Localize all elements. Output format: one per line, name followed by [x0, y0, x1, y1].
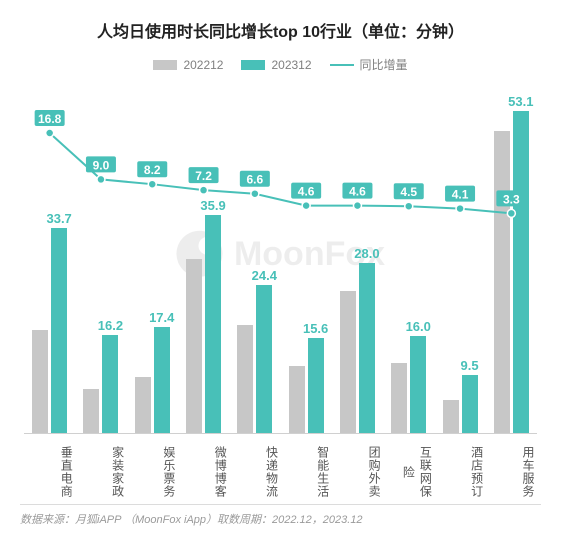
chart-title: 人均日使用时长同比增长top 10行业（单位：分钟）: [20, 18, 541, 42]
bar-series2: 35.9: [205, 215, 221, 433]
bar-series1: [32, 330, 48, 433]
bar-value-label: 53.1: [508, 94, 533, 111]
x-tick-label: 快递物流: [229, 434, 280, 502]
column: 15.6: [280, 93, 331, 433]
legend-item-series1: 202212: [153, 56, 223, 73]
bar-value-label: 33.7: [46, 211, 71, 228]
legend-item-series3: 同比增量: [330, 56, 408, 73]
column: 9.5: [434, 93, 485, 433]
bar-series1: [391, 363, 407, 433]
column: 17.4: [127, 93, 178, 433]
legend-swatch-line: [330, 64, 354, 66]
bar-series1: [340, 291, 356, 433]
bar-series1: [83, 389, 99, 433]
column: 16.0: [383, 93, 434, 433]
bar-series2: 28.0: [359, 263, 375, 433]
plot-area: MoonFox 33.716.217.435.924.415.628.016.0…: [24, 93, 537, 433]
x-axis: 垂直电商家装家政娱乐票务微博博客快递物流智能生活团购外卖互联网保险酒店预订用车服…: [24, 433, 537, 502]
bar-series1: [135, 377, 151, 433]
bar-series1: [443, 400, 459, 433]
bar-series2: 24.4: [256, 285, 272, 433]
column: 53.1: [486, 93, 537, 433]
column: 16.2: [75, 93, 126, 433]
x-tick-label: 团购外卖: [332, 434, 383, 502]
x-tick-label: 垂直电商: [24, 434, 75, 502]
bar-series2: 16.0: [410, 336, 426, 433]
bar-value-label: 35.9: [200, 198, 225, 215]
x-tick-label: 互联网保险: [383, 434, 434, 502]
column: 28.0: [332, 93, 383, 433]
legend-item-series2: 202312: [241, 56, 311, 73]
x-tick-label: 微博博客: [178, 434, 229, 502]
bar-series1: [237, 325, 253, 433]
bar-series1: [186, 259, 202, 433]
bar-series1: [494, 131, 510, 433]
bar-value-label: 28.0: [354, 246, 379, 263]
bar-series2: 33.7: [51, 228, 67, 433]
legend-label-series1: 202212: [183, 58, 223, 72]
legend-swatch-series1: [153, 60, 177, 70]
data-source-footer: 数据来源：月狐iAPP （MoonFox iApp）取数周期：2022.12，2…: [20, 504, 541, 527]
bar-columns: 33.7 16.2 17.4 35.9 24.4 15.6 28.0 16.0 9.5 53.1: [24, 93, 537, 433]
x-tick-label: 酒店预订: [434, 434, 485, 502]
bar-value-label: 24.4: [252, 268, 277, 285]
bar-series2: 16.2: [102, 335, 118, 433]
bar-value-label: 16.2: [98, 318, 123, 335]
chart-container: 人均日使用时长同比增长top 10行业（单位：分钟） 202212 202312…: [0, 0, 561, 502]
x-tick-label: 家装家政: [75, 434, 126, 502]
bar-series2: 15.6: [308, 338, 324, 433]
column: 35.9: [178, 93, 229, 433]
legend: 202212 202312 同比增量: [20, 56, 541, 73]
bar-series2: 53.1: [513, 111, 529, 433]
bar-value-label: 17.4: [149, 310, 174, 327]
legend-label-series3: 同比增量: [360, 56, 408, 73]
column: 24.4: [229, 93, 280, 433]
bar-series2: 9.5: [462, 375, 478, 433]
bar-value-label: 9.5: [460, 358, 478, 375]
legend-swatch-series2: [241, 60, 265, 70]
bar-value-label: 16.0: [406, 319, 431, 336]
bar-series2: 17.4: [154, 327, 170, 433]
x-tick-label: 智能生活: [280, 434, 331, 502]
bar-value-label: 15.6: [303, 321, 328, 338]
x-tick-label: 用车服务: [486, 434, 537, 502]
legend-label-series2: 202312: [271, 58, 311, 72]
x-tick-label: 娱乐票务: [127, 434, 178, 502]
bar-series1: [289, 366, 305, 433]
column: 33.7: [24, 93, 75, 433]
